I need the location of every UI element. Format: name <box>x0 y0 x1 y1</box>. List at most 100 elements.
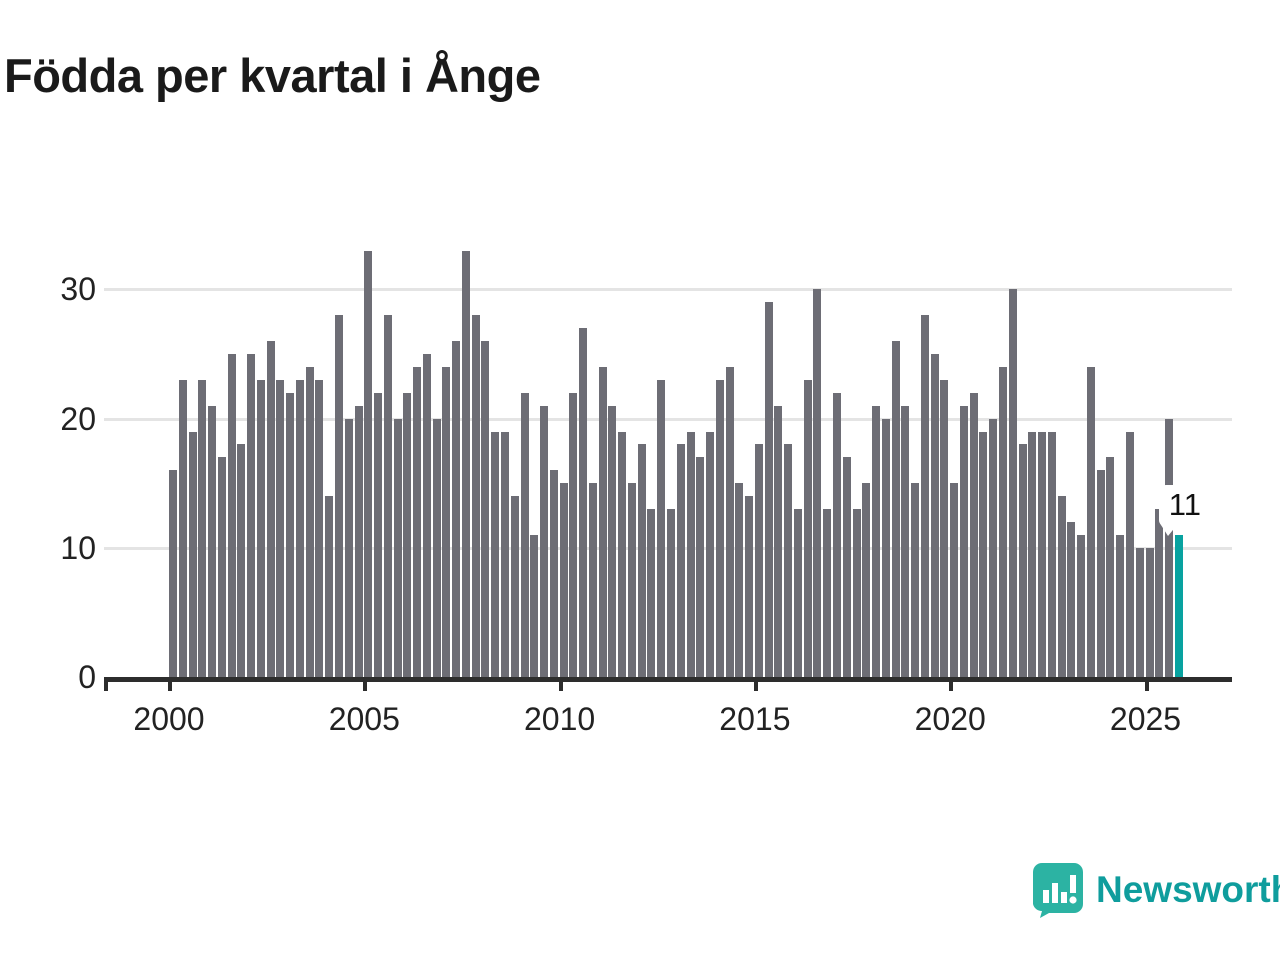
bar-quarter <box>530 534 539 677</box>
bar-quarter <box>1155 509 1164 677</box>
bar-quarter <box>393 418 402 677</box>
bar-quarter <box>999 366 1008 677</box>
bar-quarter <box>452 341 461 677</box>
bar-quarter <box>735 483 744 677</box>
bar-quarter <box>374 392 383 677</box>
newsworthy-logo-icon <box>1033 863 1083 918</box>
bar-quarter <box>540 405 549 677</box>
bar-quarter <box>432 418 441 677</box>
bar-quarter <box>803 379 812 677</box>
bar-quarter <box>891 341 900 677</box>
bar-quarter <box>774 405 783 677</box>
bar-quarter <box>335 315 343 677</box>
y-axis-label-30: 30 <box>60 271 96 308</box>
bar-quarter <box>852 509 861 677</box>
bar-quarter <box>422 354 431 677</box>
bar-quarter <box>608 405 617 677</box>
bar-quarter <box>813 289 822 677</box>
bar-quarter <box>276 379 285 677</box>
bar-quarter <box>1116 534 1125 677</box>
gridline-y20 <box>104 417 1232 421</box>
bar-quarter <box>950 483 959 677</box>
bar-quarter <box>286 392 295 677</box>
x-axis-tick-2005 <box>363 682 368 691</box>
bar-quarter <box>930 354 939 677</box>
bar-quarter <box>247 354 256 677</box>
newsworthy-wordmark: Newsworthy <box>1096 869 1280 910</box>
bar-quarter <box>256 379 265 677</box>
x-axis-label-2025: 2025 <box>1109 701 1182 737</box>
bar-quarter <box>403 392 412 677</box>
bar-quarter <box>647 509 656 677</box>
gridline-y30 <box>104 288 1232 292</box>
bar-quarter <box>1135 547 1144 677</box>
bar-quarter <box>881 418 890 677</box>
bar-quarter <box>862 483 871 677</box>
x-axis-label-2005: 2005 <box>328 701 400 737</box>
bar-quarter <box>842 457 851 677</box>
bar-quarter <box>940 379 949 677</box>
bar-quarter <box>364 250 373 677</box>
bar-highlight-latest-quarter <box>1174 534 1183 677</box>
latest-value-callout: 11 <box>1158 484 1211 536</box>
bar-quarter <box>657 379 666 677</box>
bar-quarter <box>501 431 509 677</box>
x-axis-label-2020: 2020 <box>914 701 986 737</box>
bar-quarter <box>1165 418 1174 677</box>
bar-quarter <box>491 431 500 677</box>
bar-quarter <box>676 444 685 677</box>
bar-quarter <box>325 496 334 677</box>
x-axis-label-2000: 2000 <box>133 701 205 737</box>
callout-tail <box>1160 524 1177 536</box>
x-axis-tick-2020 <box>949 682 954 691</box>
bar-quarter <box>686 431 695 677</box>
bar-quarter <box>1057 496 1066 677</box>
bar-quarter <box>1106 457 1115 677</box>
bar-quarter <box>715 379 724 677</box>
x-axis-line <box>104 677 1232 682</box>
bar-quarter <box>1028 431 1037 677</box>
bar-quarter <box>227 354 236 677</box>
bar-quarter <box>784 444 793 677</box>
bar-quarter <box>169 470 177 677</box>
bar-quarter <box>295 379 304 677</box>
bar-quarter <box>1145 547 1154 677</box>
bar-quarter <box>510 496 519 677</box>
y-axis-label-20: 20 <box>60 400 96 437</box>
bar-quarter <box>1125 431 1134 677</box>
latest-value-label: 11 <box>1168 486 1201 522</box>
bar-quarter <box>1008 289 1017 677</box>
bar-quarter <box>637 444 646 677</box>
bar-quarter <box>598 366 607 677</box>
bar-quarter <box>823 509 832 677</box>
bar-quarter <box>1018 444 1027 677</box>
bar-quarter <box>696 457 705 677</box>
bar-quarter <box>442 366 451 677</box>
x-axis-tick-2025 <box>1144 682 1149 691</box>
bar-quarter <box>471 315 480 677</box>
bar-quarter <box>344 418 353 677</box>
bar-quarter <box>764 302 773 677</box>
bar-quarter <box>969 392 978 677</box>
bar-quarter <box>237 444 246 677</box>
bar-quarter <box>959 405 968 677</box>
bar-quarter <box>725 366 734 677</box>
bar-quarter <box>754 444 763 677</box>
bar-quarter <box>1086 366 1095 677</box>
y-axis-label-0: 0 <box>78 659 96 695</box>
bar-quarter <box>305 366 314 677</box>
x-axis-label-2010: 2010 <box>524 701 596 737</box>
bar-quarter <box>667 509 675 677</box>
bar-quarter <box>579 328 588 677</box>
y-axis-label-10: 10 <box>60 529 96 566</box>
x-axis-tick-2000 <box>168 682 172 691</box>
bar-quarter <box>1038 431 1047 677</box>
bar-quarter <box>745 496 754 677</box>
bar-quarter <box>833 392 842 677</box>
bar-quarter <box>481 341 490 677</box>
bar-quarter <box>383 315 392 677</box>
x-axis-tick-2010 <box>558 682 563 691</box>
bar-quarter <box>1067 521 1076 677</box>
chart-title: Födda per kvartal i Ånge <box>4 49 541 102</box>
